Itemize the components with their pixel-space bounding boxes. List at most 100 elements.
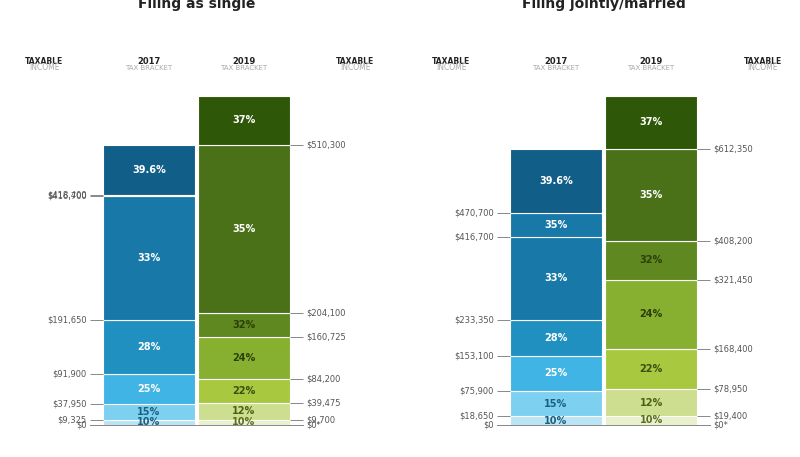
Bar — [510, 319, 602, 356]
Bar — [198, 403, 290, 420]
Text: $18,650: $18,650 — [459, 412, 494, 421]
Bar — [510, 391, 602, 416]
Text: 25%: 25% — [138, 384, 161, 394]
Text: 10%: 10% — [232, 417, 256, 427]
Bar — [605, 280, 697, 349]
Bar — [103, 197, 195, 320]
Text: 35%: 35% — [639, 190, 662, 200]
Text: $37,950: $37,950 — [52, 399, 86, 409]
Text: 15%: 15% — [138, 407, 161, 417]
Text: $233,350: $233,350 — [454, 315, 494, 324]
Bar — [605, 149, 697, 241]
Bar — [605, 349, 697, 389]
Text: 39.6%: 39.6% — [132, 165, 166, 175]
Text: 12%: 12% — [232, 406, 256, 416]
Text: 2019: 2019 — [639, 57, 662, 66]
Text: INCOME: INCOME — [340, 64, 370, 72]
Text: INCOME: INCOME — [29, 64, 59, 72]
Text: Filing jointly/married: Filing jointly/married — [522, 0, 686, 11]
Text: $78,950: $78,950 — [714, 385, 748, 394]
Bar — [103, 196, 195, 197]
Text: TAX BRACKET: TAX BRACKET — [126, 65, 173, 71]
Text: $160,725: $160,725 — [306, 332, 346, 341]
Bar — [198, 379, 290, 403]
Text: 10%: 10% — [544, 415, 568, 425]
Text: $408,200: $408,200 — [714, 236, 753, 245]
Text: 24%: 24% — [232, 353, 256, 363]
Text: 2017: 2017 — [138, 57, 161, 66]
Text: 2019: 2019 — [232, 57, 256, 66]
Text: 33%: 33% — [138, 253, 161, 263]
Text: TAXABLE: TAXABLE — [432, 57, 470, 66]
Text: 25%: 25% — [544, 368, 568, 378]
Text: 10%: 10% — [138, 417, 161, 427]
Text: 12%: 12% — [639, 398, 662, 408]
Text: TAX BRACKET: TAX BRACKET — [220, 65, 268, 71]
Text: 2017: 2017 — [544, 57, 568, 66]
Text: $191,650: $191,650 — [47, 315, 86, 324]
Bar — [103, 320, 195, 374]
Text: $321,450: $321,450 — [714, 276, 753, 284]
Text: $19,400: $19,400 — [714, 412, 747, 420]
Text: $0*: $0* — [714, 420, 728, 429]
Text: $9,700: $9,700 — [306, 415, 335, 424]
Text: $91,900: $91,900 — [53, 370, 86, 379]
Text: $0: $0 — [76, 420, 86, 429]
Bar — [103, 420, 195, 425]
Bar — [510, 213, 602, 237]
Text: 37%: 37% — [639, 117, 662, 128]
Text: 39.6%: 39.6% — [539, 176, 573, 186]
Text: 35%: 35% — [544, 220, 568, 230]
Bar — [605, 241, 697, 280]
Text: $153,100: $153,100 — [454, 351, 494, 360]
Text: $75,900: $75,900 — [459, 386, 494, 395]
Bar — [510, 356, 602, 391]
Text: TAXABLE: TAXABLE — [336, 57, 374, 66]
Bar — [198, 313, 290, 337]
Text: $470,700: $470,700 — [454, 208, 494, 217]
Text: INCOME: INCOME — [747, 64, 778, 72]
Text: 33%: 33% — [544, 273, 568, 283]
Bar — [198, 420, 290, 425]
Text: 35%: 35% — [232, 224, 256, 234]
Text: TAX BRACKET: TAX BRACKET — [627, 65, 674, 71]
Text: 28%: 28% — [544, 333, 568, 343]
Bar — [605, 96, 697, 149]
Text: $418,400: $418,400 — [47, 191, 86, 200]
Text: Filing as single: Filing as single — [138, 0, 255, 11]
Bar — [510, 237, 602, 319]
Text: 15%: 15% — [544, 399, 568, 409]
Bar — [103, 404, 195, 420]
Text: $612,350: $612,350 — [714, 144, 753, 153]
Text: INCOME: INCOME — [436, 64, 466, 72]
Text: $9,325: $9,325 — [58, 415, 86, 424]
Text: $204,100: $204,100 — [306, 308, 346, 318]
Text: TAXABLE: TAXABLE — [25, 57, 63, 66]
Bar — [605, 389, 697, 416]
Bar — [198, 145, 290, 313]
Text: 22%: 22% — [639, 364, 662, 374]
Text: TAX BRACKET: TAX BRACKET — [532, 65, 580, 71]
Text: $84,200: $84,200 — [306, 374, 341, 383]
Text: 28%: 28% — [138, 342, 161, 352]
Bar — [510, 416, 602, 425]
Text: 24%: 24% — [639, 309, 662, 319]
Text: 37%: 37% — [232, 115, 256, 125]
Text: $168,400: $168,400 — [714, 345, 753, 353]
Bar — [103, 145, 195, 196]
Text: 32%: 32% — [232, 320, 256, 330]
Text: $510,300: $510,300 — [306, 140, 346, 149]
Text: $39,475: $39,475 — [306, 399, 341, 408]
Bar — [198, 96, 290, 145]
Text: $416,700: $416,700 — [454, 233, 494, 241]
Bar — [198, 337, 290, 379]
Text: $0: $0 — [483, 420, 494, 429]
Text: 32%: 32% — [639, 255, 662, 266]
Bar — [510, 149, 602, 213]
Text: $0*: $0* — [306, 420, 321, 429]
Text: 22%: 22% — [232, 386, 256, 396]
Bar — [605, 416, 697, 425]
Text: TAXABLE: TAXABLE — [743, 57, 782, 66]
Text: 10%: 10% — [639, 415, 662, 425]
Text: $416,700: $416,700 — [47, 192, 86, 201]
